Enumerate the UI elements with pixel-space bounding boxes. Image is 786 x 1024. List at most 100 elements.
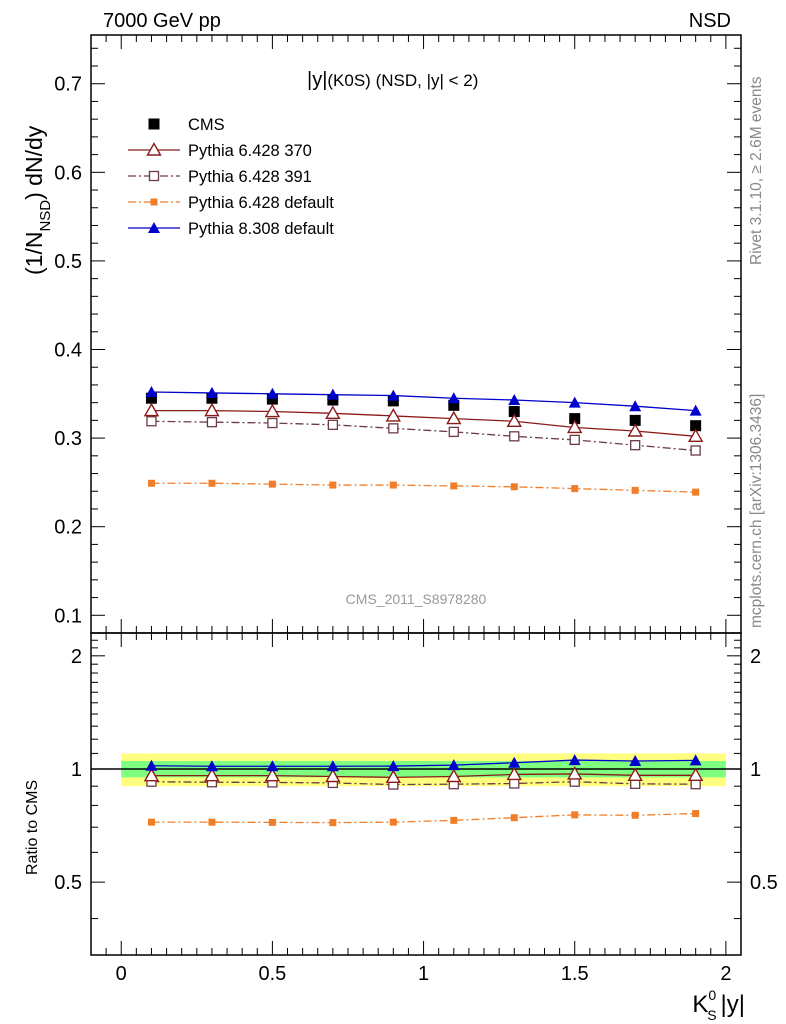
legend-label: CMS xyxy=(188,116,225,134)
data-point-pythia6-default xyxy=(329,481,337,489)
data-point-pythia6-default xyxy=(208,818,216,826)
data-point-pythia6-default xyxy=(329,819,337,827)
data-point-pythia6-391 xyxy=(690,779,701,790)
data-point-pythia6-391 xyxy=(267,417,278,429)
data-point-pythia8-default xyxy=(266,387,279,399)
ratio-tick-label-right: 0.5 xyxy=(750,872,778,894)
series-line xyxy=(151,420,696,452)
ratio-series xyxy=(143,754,704,827)
series-line xyxy=(151,773,696,779)
data-point-pythia8-default xyxy=(568,396,581,408)
ratio-tick-label: 2 xyxy=(71,646,82,668)
data-point-pythia6-391 xyxy=(569,434,580,446)
series-line xyxy=(151,409,696,437)
data-point-pythia6-391 xyxy=(146,416,157,427)
y-tick-label: 0.3 xyxy=(54,428,82,450)
data-point-pythia6-default xyxy=(268,818,276,826)
data-point-pythia6-370 xyxy=(146,142,162,156)
data-point-pythia6-370 xyxy=(264,767,281,782)
x-axis-title: K0 S |y| xyxy=(692,987,745,1023)
data-point-pythia6-370 xyxy=(687,767,704,782)
data-point-cms xyxy=(327,394,339,406)
header-left: 7000 GeV pp xyxy=(103,10,221,32)
data-point-pythia6-default xyxy=(208,479,216,487)
data-point-pythia6-370 xyxy=(687,428,704,443)
data-point-pythia6-default xyxy=(571,485,579,493)
plot-title: |y|(K0S) (NSD, |y| < 2) xyxy=(307,69,478,91)
data-point-pythia6-370 xyxy=(567,766,583,780)
data-point-pythia6-370 xyxy=(204,402,220,417)
mcplots-label: mcplots.cern.ch [arXiv:1306.3436] xyxy=(748,394,765,628)
ratio-frame xyxy=(90,632,742,956)
x-tick-label: 0 xyxy=(116,963,127,985)
data-point-pythia6-391 xyxy=(206,416,218,428)
data-point-pythia6-default xyxy=(389,481,397,489)
series-line xyxy=(151,759,696,767)
data-point-pythia8-default xyxy=(148,222,160,233)
data-point-cms xyxy=(629,414,641,426)
main-series xyxy=(143,386,704,496)
data-point-pythia6-391 xyxy=(388,423,399,434)
data-point-cms xyxy=(569,413,581,425)
legend-label: Pythia 6.428 default xyxy=(188,194,334,212)
data-point-pythia8-default xyxy=(145,386,158,398)
ratio-tick-label: 1 xyxy=(71,759,82,781)
data-point-pythia8-default xyxy=(568,754,581,766)
legend-label: Pythia 6.428 391 xyxy=(188,168,312,186)
data-point-pythia6-370 xyxy=(446,410,462,425)
data-point-pythia8-default xyxy=(205,760,218,772)
data-point-pythia6-default xyxy=(510,814,518,822)
data-point-pythia8-default xyxy=(447,392,460,404)
data-point-pythia8-default xyxy=(387,389,400,401)
data-point-pythia6-370 xyxy=(385,408,402,422)
data-point-pythia6-default xyxy=(450,482,458,490)
data-point-pythia6-default xyxy=(510,483,518,491)
ratio-tick-label: 0.5 xyxy=(54,872,82,894)
series-line xyxy=(151,482,696,493)
data-point-pythia6-default xyxy=(150,198,158,206)
watermark: CMS_2011_S8978280 xyxy=(346,591,487,607)
data-point-cms xyxy=(266,393,278,405)
data-point-pythia6-391 xyxy=(630,440,641,451)
data-point-pythia6-default xyxy=(268,480,276,488)
data-point-pythia8-default xyxy=(266,760,279,772)
y-axis-title: (1/NNSD) dN/dy xyxy=(21,125,54,275)
data-point-cms xyxy=(448,399,460,411)
axes: 0 0.5 1 1.5 2 0.1 0.2 0.3 0.4 0.5 0.6 0.7 0.5 0.5 1 1 2 2 xyxy=(54,34,778,985)
y-tick-label: 0.2 xyxy=(54,517,82,539)
data-point-pythia8-default xyxy=(508,756,521,768)
data-point-pythia6-default xyxy=(692,810,700,818)
data-point-pythia6-370 xyxy=(506,413,522,427)
y-tick-label: 0.1 xyxy=(54,605,82,627)
data-point-pythia6-default xyxy=(147,479,155,487)
ratio-axis-title: Ratio to CMS xyxy=(24,780,41,875)
data-point-pythia8-default xyxy=(689,404,702,416)
data-point-pythia6-391 xyxy=(448,426,459,438)
data-point-pythia6-default xyxy=(631,811,639,819)
data-point-pythia6-391 xyxy=(509,778,520,789)
data-point-pythia6-default xyxy=(571,811,579,819)
data-point-pythia8-default xyxy=(326,388,339,400)
data-point-cms xyxy=(206,392,218,404)
legend: CMS Pythia 6.428 370 Pythia 6.428 391 Pythi… xyxy=(128,116,334,238)
data-point-pythia8-default xyxy=(689,754,702,766)
ratio-tick-label-right: 1 xyxy=(750,759,761,781)
x-tick-label: 2 xyxy=(720,963,731,985)
data-point-pythia6-370 xyxy=(143,767,160,782)
y-tick-label: 0.5 xyxy=(54,251,82,273)
data-point-pythia8-default xyxy=(387,760,400,772)
data-point-cms xyxy=(387,395,399,407)
data-point-pythia6-370 xyxy=(264,403,281,418)
data-point-pythia6-370 xyxy=(143,402,160,417)
data-point-pythia8-default xyxy=(508,394,521,406)
data-point-pythia8-default xyxy=(447,759,460,771)
data-point-pythia8-default xyxy=(145,759,158,771)
data-point-pythia6-370 xyxy=(325,768,341,783)
legend-label: Pythia 8.308 default xyxy=(188,220,334,238)
data-point-pythia8-default xyxy=(326,760,339,772)
data-point-pythia6-370 xyxy=(567,419,583,434)
data-point-pythia6-370 xyxy=(627,767,643,782)
ratio-tick-label-right: 2 xyxy=(750,646,761,668)
data-point-cms xyxy=(145,392,157,404)
data-point-pythia6-391 xyxy=(327,419,339,430)
